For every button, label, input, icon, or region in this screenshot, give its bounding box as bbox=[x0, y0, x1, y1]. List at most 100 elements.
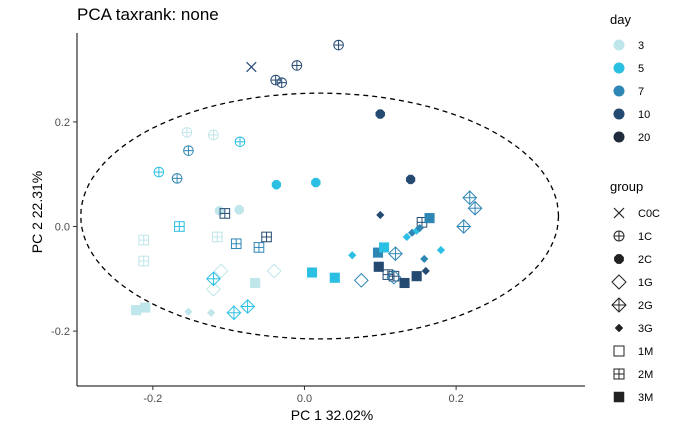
legend-group-item-1c: 1C bbox=[613, 230, 652, 243]
legend-day-item-3: 3 bbox=[613, 39, 644, 52]
data-points bbox=[131, 39, 483, 321]
legend-group-item-2m: 2M bbox=[613, 368, 653, 381]
data-point-2m-day3 bbox=[138, 234, 150, 246]
y-axis-title: PC 2 22.31% bbox=[29, 171, 45, 254]
data-point-3m-day10 bbox=[411, 271, 422, 282]
data-point-1c-day10 bbox=[291, 60, 303, 71]
data-point-3m-day7 bbox=[424, 213, 435, 224]
data-point-2m-day10 bbox=[219, 208, 231, 219]
legend-day-item-20: 20 bbox=[613, 131, 650, 144]
data-point-3g-day5 bbox=[402, 232, 412, 242]
data-point-3m-day7 bbox=[372, 247, 384, 258]
legend-day-item-7: 7 bbox=[613, 85, 644, 98]
data-point-3g-day7 bbox=[415, 223, 424, 233]
legend-day-item-5: 5 bbox=[613, 62, 644, 75]
data-point-3m-day3 bbox=[140, 302, 151, 313]
data-point-3m-day5 bbox=[306, 267, 318, 278]
data-point-1c-day7 bbox=[183, 145, 194, 156]
data-point-2g-day7 bbox=[388, 246, 403, 262]
legend-group-label: 2G bbox=[638, 300, 653, 312]
legend-group-swatch bbox=[613, 345, 625, 357]
legend-group-label: 3G bbox=[638, 323, 653, 335]
data-point-2c-day5 bbox=[271, 179, 282, 190]
legend-group-swatch bbox=[614, 254, 624, 264]
legend-day-item-10: 10 bbox=[613, 108, 650, 121]
data-point-3m-day5 bbox=[379, 242, 390, 253]
legend-day: day 3 5 7 10 20 bbox=[610, 12, 650, 144]
confidence-ellipse bbox=[80, 92, 560, 340]
legend-group-label: 1M bbox=[638, 346, 653, 358]
data-point-c0c-day10 bbox=[246, 61, 257, 73]
data-point-2c-day3 bbox=[234, 205, 244, 215]
legend-group-label: 3M bbox=[638, 392, 653, 404]
legend-group-title: group bbox=[610, 179, 643, 194]
legend-group-item-c0c: C0C bbox=[613, 207, 660, 220]
y-tick-label: 0.2 bbox=[55, 117, 70, 129]
legend-group-label: 1C bbox=[638, 231, 652, 243]
data-point-2g-day5 bbox=[206, 271, 221, 287]
legend-group-swatch bbox=[614, 323, 624, 333]
data-point-2g-day7 bbox=[456, 219, 472, 234]
data-point-1c-day5 bbox=[234, 136, 246, 148]
legend-group-label: 2C bbox=[638, 254, 652, 266]
data-point-3m-day3 bbox=[131, 305, 142, 316]
data-point-3m-day5 bbox=[329, 272, 340, 283]
data-point-3g-day3 bbox=[184, 307, 193, 316]
data-point-3g-day7 bbox=[420, 254, 429, 264]
legend-group-swatch bbox=[611, 297, 627, 313]
legend-day-title: day bbox=[610, 12, 631, 27]
data-point-2m-day7 bbox=[253, 242, 265, 253]
data-point-1c-day10 bbox=[270, 74, 281, 86]
data-point-3g-day5 bbox=[348, 251, 357, 260]
data-point-2m-day10 bbox=[261, 231, 272, 243]
data-point-2m-day3 bbox=[138, 255, 150, 267]
legend-group-item-3m: 3M bbox=[613, 391, 653, 404]
chart-title: PCA taxrank: none bbox=[77, 5, 219, 24]
data-point-2g-day5 bbox=[240, 299, 256, 314]
x-axis-title: PC 1 32.02% bbox=[291, 407, 374, 423]
legend-group: group C0C 1C 2C 1G 2G 3G 1M 2M 3M bbox=[610, 179, 660, 404]
data-point-1c-day7 bbox=[171, 173, 183, 184]
legend-group-swatch bbox=[613, 230, 625, 242]
legend-group-swatch bbox=[613, 368, 625, 380]
legend-day-swatch bbox=[613, 62, 625, 74]
data-point-2g-day7 bbox=[467, 200, 483, 216]
y-tick-label: 0.0 bbox=[55, 221, 70, 233]
x-tick-label: 0.2 bbox=[448, 393, 463, 405]
data-point-3g-day5 bbox=[436, 245, 446, 255]
x-tick-label: 0.0 bbox=[297, 393, 312, 405]
legend-group-item-1g: 1G bbox=[611, 274, 653, 290]
data-point-1g-day3 bbox=[266, 263, 282, 279]
data-point-2c-day5 bbox=[311, 177, 321, 188]
data-point-3m-day3 bbox=[250, 277, 261, 289]
data-point-1g-day3 bbox=[213, 263, 229, 279]
legend-day-swatch bbox=[613, 85, 625, 97]
data-point-1g-day7 bbox=[353, 272, 369, 288]
data-point-1c-day3 bbox=[208, 129, 219, 141]
legend-group-item-1m: 1M bbox=[613, 345, 653, 358]
legend-group-label: 2M bbox=[638, 369, 653, 381]
data-point-1g-day7 bbox=[386, 269, 402, 285]
y-axis-ticks: -0.2 0.0 0.2 bbox=[51, 117, 77, 338]
data-point-2c-day10 bbox=[375, 109, 385, 119]
legend-day-swatch bbox=[613, 39, 625, 51]
data-point-1c-day10 bbox=[333, 39, 344, 51]
data-point-2m-day5 bbox=[174, 221, 185, 232]
data-point-1c-day10 bbox=[276, 77, 288, 88]
x-axis-ticks: -0.2 0.0 0.2 bbox=[143, 386, 464, 405]
legend-day-label: 7 bbox=[638, 86, 644, 98]
data-point-3m-day10 bbox=[373, 261, 384, 272]
legend-day-label: 20 bbox=[638, 132, 650, 144]
data-point-2g-day7 bbox=[462, 190, 478, 206]
legend-group-label: C0C bbox=[638, 208, 660, 220]
data-point-1c-day5 bbox=[153, 166, 165, 178]
data-point-2m-day3 bbox=[211, 231, 223, 243]
legend-group-item-2c: 2C bbox=[614, 254, 652, 266]
data-point-3g-day10 bbox=[421, 266, 430, 276]
data-point-3g-day3 bbox=[207, 308, 216, 317]
data-point-2c-day10 bbox=[405, 174, 416, 185]
legend-group-item-3g: 3G bbox=[614, 323, 653, 335]
legend-day-swatch bbox=[613, 131, 625, 143]
legend-group-swatch bbox=[613, 207, 625, 219]
